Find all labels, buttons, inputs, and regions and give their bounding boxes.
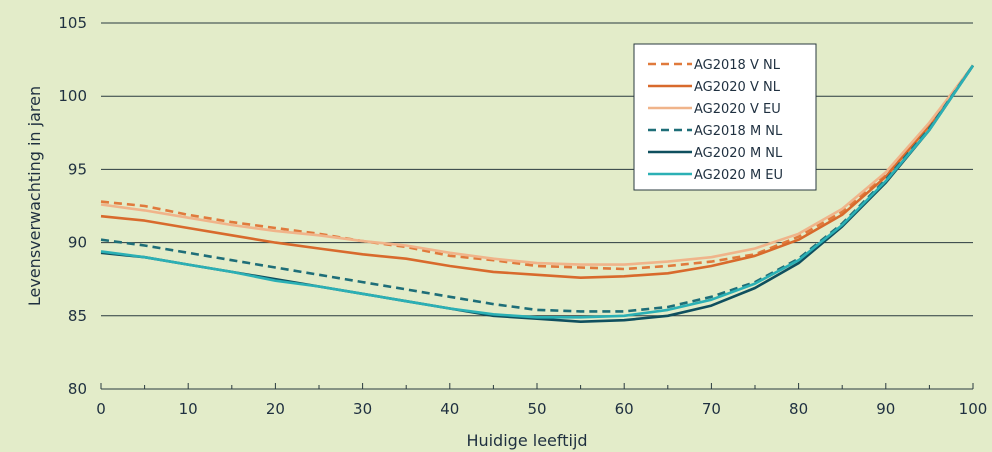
x-tick-label: 0 (96, 400, 106, 418)
legend-label: AG2020 M EU (694, 168, 783, 183)
x-tick-label: 70 (702, 400, 721, 418)
y-tick-label: 95 (68, 160, 87, 178)
x-axis-title: Huidige leeftijd (466, 431, 587, 450)
series-line-ag2020-v-nl (100, 64, 975, 280)
legend-box (633, 43, 817, 191)
legend-label: AG2020 V NL (694, 80, 781, 95)
legend-label: AG2020 V EU (694, 102, 781, 117)
x-tick-label: 100 (959, 400, 988, 418)
legend-label: AG2018 M NL (694, 124, 783, 139)
y-tick-label: 80 (68, 380, 87, 398)
legend-label: AG2018 V NL (694, 58, 781, 73)
series-line-ag2018-v-nl (100, 64, 975, 271)
series-line-ag2020-v-eu (100, 64, 975, 266)
x-tick-label: 40 (440, 400, 459, 418)
axes: 80 85 90 95 100 105 0 10 20 30 40 50 60 70 80 90 100 (58, 14, 987, 418)
y-tick-label: 90 (68, 234, 87, 252)
series-line-ag2020-m-nl (100, 64, 975, 324)
x-tick-label: 50 (527, 400, 546, 418)
series-line-ag2018-m-nl (100, 64, 975, 313)
x-tick-label: 20 (266, 400, 285, 418)
y-tick-label: 85 (68, 307, 87, 325)
y-axis-title: Levensverwachting in jaren (25, 86, 44, 306)
x-tick-label: 60 (615, 400, 634, 418)
x-tick-label: 80 (789, 400, 808, 418)
y-tick-label: 105 (58, 14, 87, 32)
x-tick-label: 10 (179, 400, 198, 418)
legend: AG2018 V NL AG2020 V NL AG2020 V EU AG2018 … (633, 43, 817, 191)
legend-label: AG2020 M NL (694, 146, 783, 161)
x-tick-label: 30 (353, 400, 372, 418)
series-line-ag2020-m-eu (100, 64, 975, 319)
y-tick-label: 100 (58, 87, 87, 105)
gridlines (101, 22, 973, 390)
series-lines (100, 64, 975, 324)
x-tick-label: 90 (876, 400, 895, 418)
